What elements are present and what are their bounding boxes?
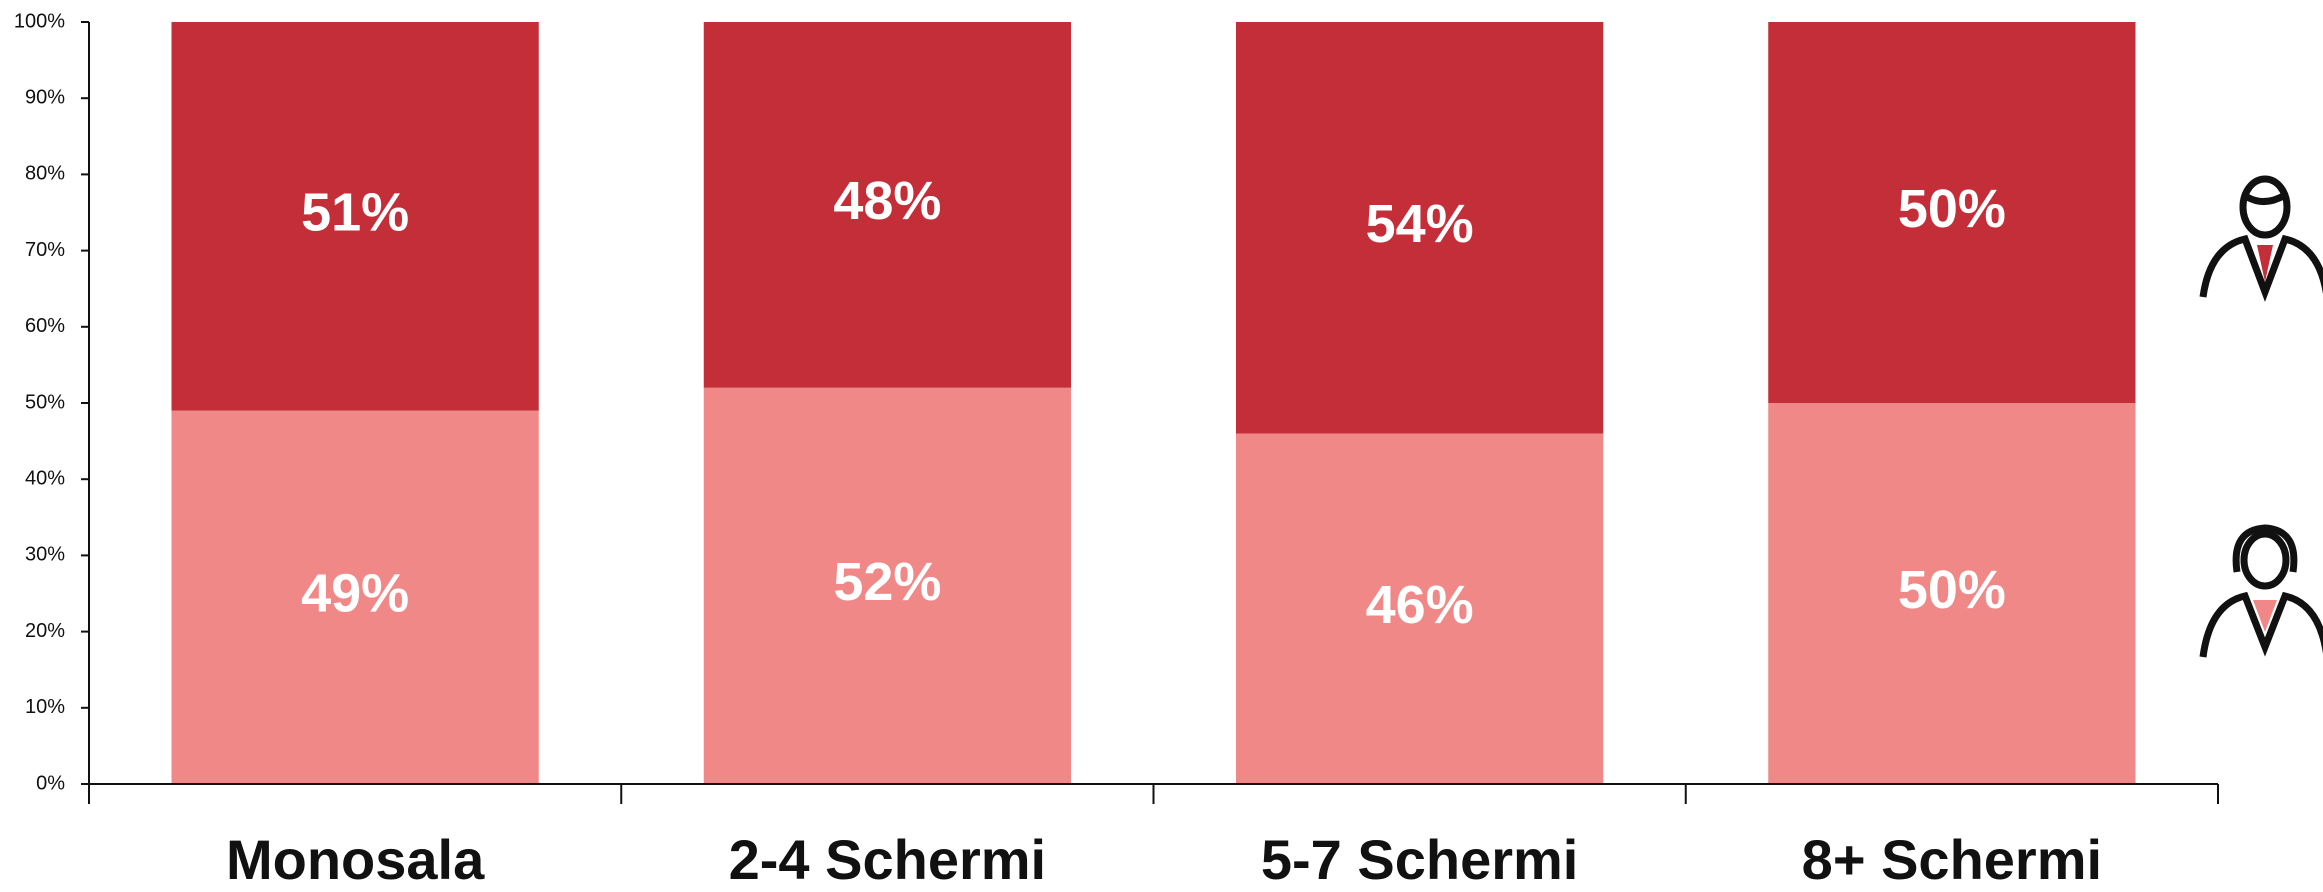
- x-tick-label: 8+ Schermi: [1802, 828, 2102, 891]
- y-tick-label: 10%: [25, 696, 65, 718]
- bar-segment: [703, 387, 1072, 784]
- y-tick-label: 80%: [25, 163, 65, 185]
- y-tick-label: 90%: [25, 86, 65, 108]
- y-tick-label: 50%: [25, 391, 65, 413]
- bar-segment: [1235, 22, 1604, 434]
- y-tick-label: 100%: [14, 10, 65, 32]
- x-tick-label: 5-7 Schermi: [1261, 828, 1579, 891]
- value-label: 54%: [1366, 194, 1474, 254]
- value-label: 46%: [1366, 575, 1474, 635]
- bar-segment: [1768, 22, 2136, 403]
- value-label: 48%: [833, 171, 941, 231]
- y-tick-label: 70%: [25, 239, 65, 261]
- value-label: 50%: [1898, 179, 2006, 239]
- bar-segment: [171, 22, 539, 411]
- bar-segment: [1235, 433, 1604, 784]
- y-tick-label: 20%: [25, 620, 65, 642]
- y-tick-label: 0%: [36, 772, 65, 794]
- value-label: 51%: [301, 183, 409, 243]
- x-tick-label: 2-4 Schermi: [729, 828, 1047, 891]
- bar-segment: [1768, 403, 2136, 784]
- value-label: 49%: [301, 564, 409, 624]
- y-tick-label: 40%: [25, 467, 65, 489]
- female-icon: [2199, 524, 2323, 658]
- y-tick-label: 30%: [25, 544, 65, 566]
- male-icon: [2199, 175, 2323, 302]
- x-tick-label: Monosala: [226, 828, 485, 891]
- bar-segment: [703, 22, 1072, 388]
- bar-segment: [171, 410, 539, 784]
- value-label: 52%: [833, 552, 941, 612]
- value-label: 50%: [1898, 560, 2006, 620]
- y-tick-label: 60%: [25, 315, 65, 337]
